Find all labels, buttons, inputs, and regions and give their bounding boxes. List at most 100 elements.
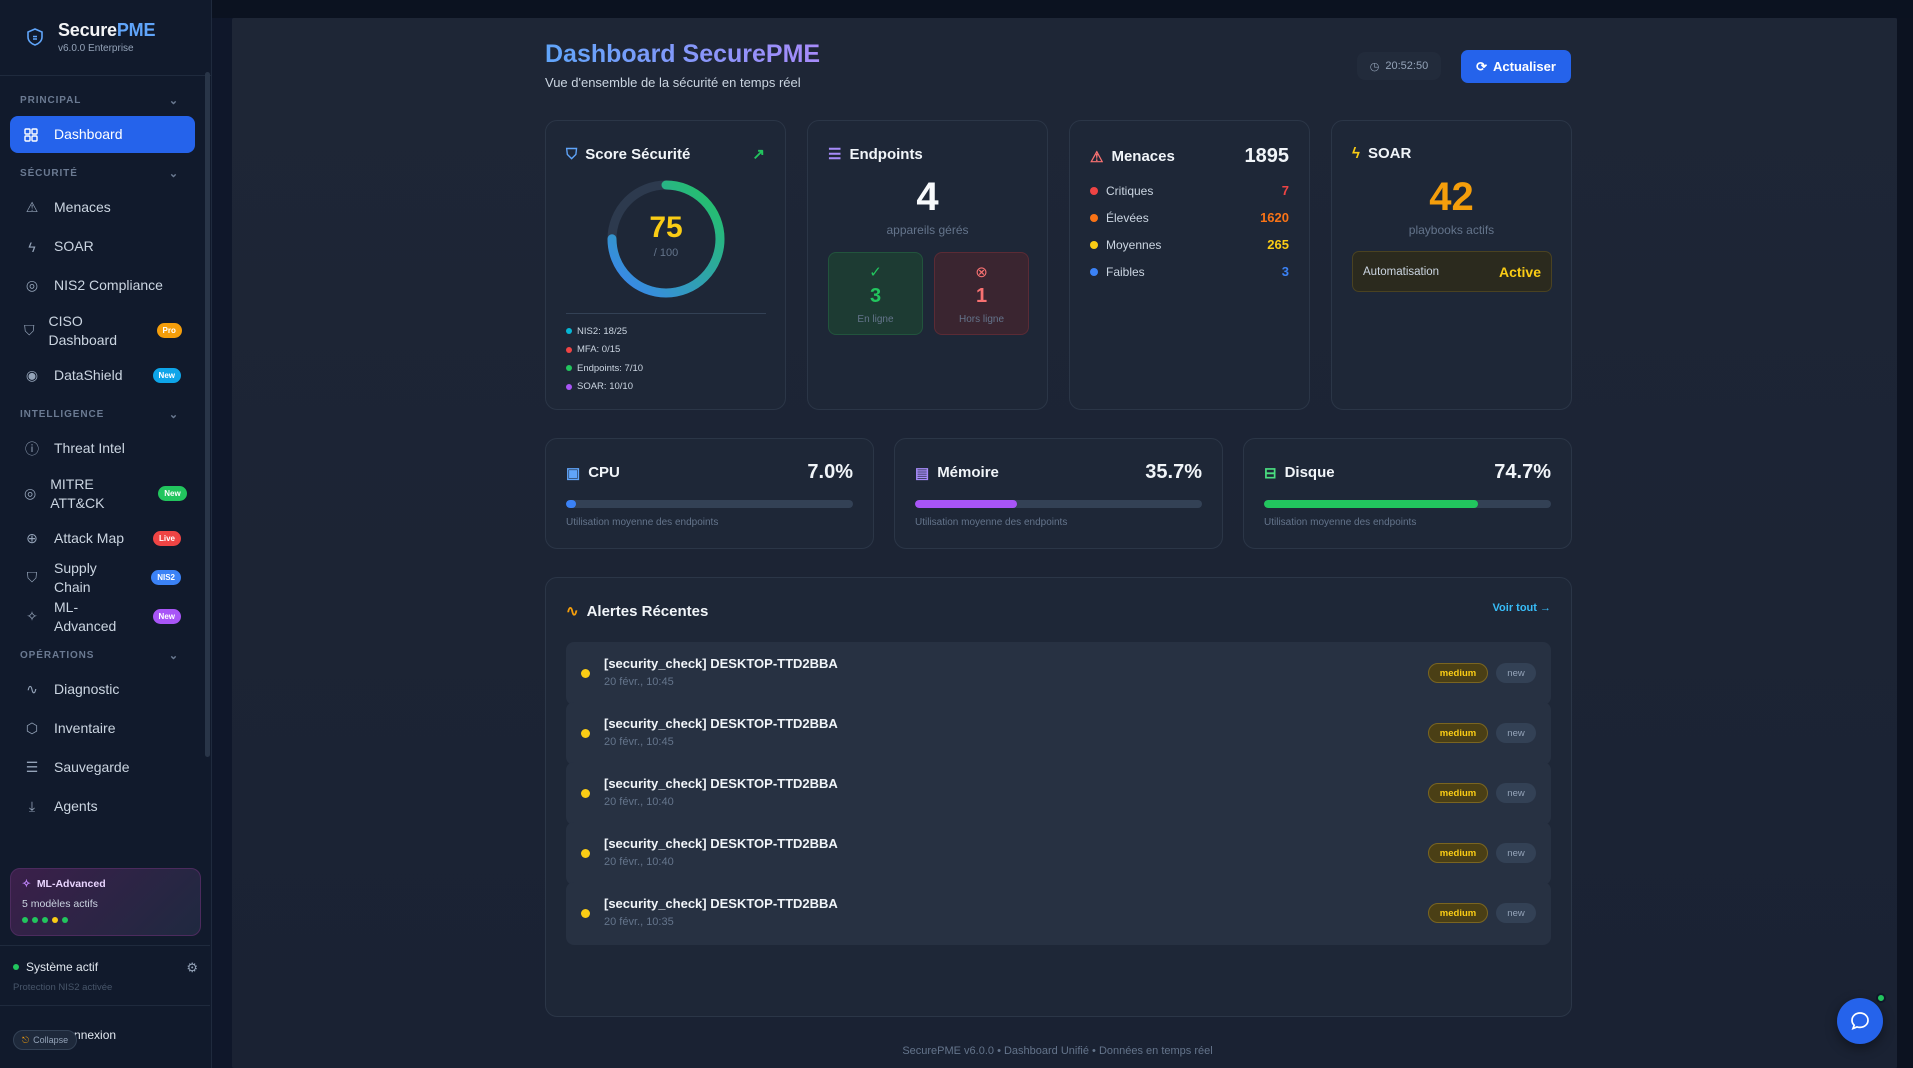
sidebar-item-mitre[interactable]: ◎ MITRE ATT&CK New (10, 469, 195, 518)
section-securite[interactable]: SÉCURITÉ ⌄ (0, 159, 205, 187)
sidebar-item-soar[interactable]: ϟ SOAR (10, 228, 195, 265)
sidebar-item-label: ML-Advanced (54, 598, 117, 634)
sidebar-item-datashield[interactable]: ◉ DataShield New (10, 357, 195, 394)
alert-title: [security_check] DESKTOP-TTD2BBA (604, 656, 838, 671)
threat-row[interactable]: Moyennes 265 (1090, 231, 1289, 258)
offline-box[interactable]: ⊗ 1 Hors ligne (934, 252, 1029, 335)
playbooks-count: 42 (1429, 175, 1474, 219)
shield-icon: ⛉ (566, 145, 578, 163)
logout-icon: ⎋ (22, 1034, 30, 1045)
score-breakdown-item: Endpoints: 7/10 (566, 359, 766, 378)
section-label: INTELLIGENCE (20, 408, 105, 420)
status-dot (566, 365, 572, 372)
sidebar-scrollbar[interactable] (205, 72, 210, 757)
card-title: Disque (1284, 464, 1335, 481)
disk-progress-bar (1264, 500, 1551, 508)
sidebar-item-sauvegarde[interactable]: ☰ Sauvegarde (10, 749, 195, 786)
sidebar-item-supply-chain[interactable]: ⛉ Supply Chain NIS2 (10, 559, 195, 596)
alert-title: [security_check] DESKTOP-TTD2BBA (604, 836, 838, 851)
online-box[interactable]: ✓ 3 En ligne (828, 252, 923, 335)
sidebar-item-diagnostic[interactable]: ∿ Diagnostic (10, 671, 195, 708)
section-intelligence[interactable]: INTELLIGENCE ⌄ (0, 400, 205, 428)
target-icon: ◎ (24, 485, 37, 501)
live-badge: Live (152, 531, 181, 546)
ml-advanced-card[interactable]: ✧ ML-Advanced 5 modèles actifs (10, 868, 201, 936)
alert-row[interactable]: [security_check] DESKTOP-TTD2BBA 20 févr.… (566, 882, 1551, 945)
score-gauge-arc (607, 180, 725, 298)
download-icon: ⤓ (28, 798, 36, 814)
collapse-chip[interactable]: ⎋ Collapse (13, 1030, 78, 1050)
online-indicator (1876, 993, 1886, 1003)
alert-title: [security_check] DESKTOP-TTD2BBA (604, 776, 838, 791)
score-breakdown: NIS2: 18/25 MFA: 0/15 Endpoints: 7/10 SOAR:… (566, 313, 766, 396)
clock-icon: ◷ (1369, 60, 1380, 73)
severity-badge: medium (1428, 723, 1488, 743)
status-badge: new (1496, 663, 1536, 683)
score-breakdown-item: MFA: 0/15 (566, 341, 766, 360)
automation-status[interactable]: Automatisation Active (1352, 251, 1552, 292)
alert-row[interactable]: [security_check] DESKTOP-TTD2BBA 20 févr.… (566, 762, 1551, 825)
sidebar: SecurePME v6.0.0 Enterprise PRINCIPAL ⌄ … (0, 0, 212, 1068)
sidebar-item-inventaire[interactable]: ⬡ Inventaire (10, 710, 195, 747)
threat-row[interactable]: Faibles 3 (1090, 258, 1289, 285)
section-label: OPÉRATIONS (20, 649, 95, 661)
cpu-progress-fill (566, 500, 577, 508)
ml-card-title: ✧ ML-Advanced (22, 878, 189, 890)
automation-label: Automatisation (1363, 265, 1440, 278)
online-count: 3 (869, 285, 882, 307)
severity-badge: medium (1428, 903, 1488, 923)
x-circle-icon: ⊗ (975, 264, 988, 281)
check-circle-icon: ◎ (25, 277, 39, 293)
score-breakdown-label: MFA: 0/15 (577, 344, 621, 356)
page-subtitle: Vue d'ensemble de la sécurité en temps r… (545, 75, 801, 90)
status-dot (32, 917, 38, 923)
card-header: ▤ Mémoire 35.7% (915, 461, 1202, 484)
brand[interactable]: SecurePME v6.0.0 Enterprise (24, 18, 155, 56)
soar-card: ϟ SOAR 42 playbooks actifs Automatisatio… (1331, 120, 1572, 410)
see-all-link[interactable]: Voir tout → (1492, 602, 1551, 614)
sidebar-item-menaces[interactable]: ⚠ Menaces (10, 189, 195, 226)
refresh-button[interactable]: ⟳ Actualiser (1461, 50, 1571, 83)
section-operations[interactable]: OPÉRATIONS ⌄ (0, 641, 205, 669)
sidebar-item-agents[interactable]: ⤓ Agents (10, 788, 195, 825)
sidebar-item-ciso[interactable]: ⛉ CISO Dashboard Pro (10, 306, 195, 355)
ml-card-subtitle: 5 modèles actifs (22, 898, 98, 910)
cpu-value: 7.0% (807, 461, 853, 483)
status-dot (52, 917, 58, 923)
score-value: 75 (649, 211, 683, 244)
gear-icon[interactable]: ⚙ (186, 960, 198, 975)
sidebar-item-label: DataShield (54, 367, 123, 383)
sparkles-icon: ✧ (22, 878, 31, 890)
sidebar-item-attack-map[interactable]: ⊕ Attack Map Live (10, 520, 195, 557)
sidebar-item-nis2[interactable]: ◎ NIS2 Compliance (10, 267, 195, 304)
memory-icon: ▤ (915, 464, 930, 482)
alert-row[interactable]: [security_check] DESKTOP-TTD2BBA 20 févr.… (566, 642, 1551, 705)
severity-badge: medium (1428, 783, 1488, 803)
memory-progress-fill (915, 500, 1018, 508)
chat-button[interactable] (1837, 998, 1883, 1044)
score-breakdown-label: Endpoints: 7/10 (577, 362, 644, 374)
new-badge: New (152, 609, 181, 624)
severity-dot (581, 789, 590, 798)
score-breakdown-label: NIS2: 18/25 (577, 325, 628, 337)
memory-card: ▤ Mémoire 35.7% Utilisation moyenne des … (894, 438, 1223, 549)
score-max: / 100 (653, 247, 679, 259)
card-header: ϟ SOAR (1352, 145, 1411, 162)
sidebar-item-threat-intel[interactable]: ⓘ Threat Intel (10, 430, 195, 467)
card-title: Endpoints (849, 145, 923, 163)
section-principal[interactable]: PRINCIPAL ⌄ (0, 86, 205, 114)
sidebar-item-label: Attack Map (54, 530, 125, 546)
alert-row[interactable]: [security_check] DESKTOP-TTD2BBA 20 févr.… (566, 702, 1551, 765)
sidebar-item-dashboard[interactable]: Dashboard (10, 116, 195, 153)
recent-alerts-card: ∿ Alertes Récentes Voir tout → [security… (545, 577, 1572, 1017)
alert-row[interactable]: [security_check] DESKTOP-TTD2BBA 20 févr.… (566, 822, 1551, 885)
threat-level-label: Élevées (1106, 210, 1149, 225)
sidebar-item-ml-advanced[interactable]: ✧ ML-Advanced New (10, 598, 195, 635)
card-title: Score Sécurité (585, 145, 691, 163)
severity-dot (581, 849, 590, 858)
page-scrollbar[interactable] (1897, 18, 1913, 1068)
threat-row[interactable]: Élevées 1620 (1090, 204, 1289, 231)
threat-row[interactable]: Critiques 7 (1090, 177, 1289, 204)
brand-name: SecurePME (58, 20, 156, 40)
shield-icon: ⛉ (26, 569, 38, 585)
